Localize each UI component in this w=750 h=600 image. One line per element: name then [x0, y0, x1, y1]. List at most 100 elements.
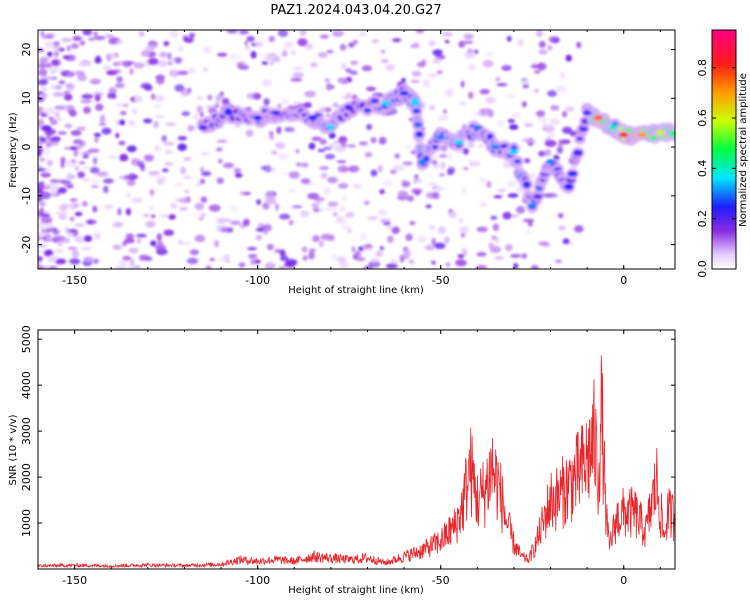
spectrogram-noise-cell: [47, 51, 53, 58]
colorbar-ticks: 0.0 0.2 0.4 0.6 0.8: [696, 59, 736, 278]
spectrogram-noise-cell: [80, 99, 93, 104]
spectrogram-noise-cell: [256, 199, 262, 206]
spectrogram-noise-cell: [38, 68, 48, 77]
spectrogram-noise-cell: [341, 63, 347, 70]
spectrogram-noise-cell: [255, 234, 263, 241]
spectrogram-noise-cell: [507, 193, 519, 198]
spectrogram-noise-cell: [163, 229, 175, 236]
spectrogram-noise-cell: [41, 92, 49, 99]
spectrogram-noise-cell: [250, 51, 257, 59]
spectrogram-noise-cell: [547, 133, 556, 137]
spectrogram-ridge-cell: [415, 131, 424, 138]
spectrogram-noise-cell: [238, 262, 246, 268]
spectrogram-noise-cell: [308, 142, 316, 150]
spectrogram-ridge-peak: [223, 110, 233, 116]
spectrogram-noise-cell: [377, 209, 388, 216]
colorbar-label: Normalized spectral amplitude: [738, 73, 749, 227]
spectrogram-noise-cell: [174, 57, 183, 64]
spectrogram-noise-cell: [138, 31, 145, 37]
spectrogram-noise-cell: [186, 257, 199, 265]
spectrogram-noise-cell: [263, 98, 270, 106]
spectrogram-ridge-peak: [410, 100, 420, 106]
spectrogram-noise-cell: [438, 153, 448, 158]
spectrogram-noise-cell: [460, 232, 466, 238]
spectrogram-noise-cell: [237, 65, 250, 70]
spectrogram-noise-cell: [385, 263, 398, 269]
spectrogram-noise-cell: [48, 183, 59, 192]
spectrogram-noise-cell: [69, 258, 81, 265]
spectrogram-noise-cell: [366, 216, 379, 220]
spectrogram-noise-cell: [351, 246, 356, 253]
spectrogram-noise-cell: [269, 61, 274, 66]
spectrogram-noise-cell: [38, 221, 46, 229]
spectrogram-noise-cell: [392, 38, 402, 43]
spectrogram-noise-cell: [257, 223, 265, 229]
spectrogram-noise-cell: [214, 239, 219, 248]
spectrogram-noise-cell: [74, 223, 86, 227]
spectrogram-noise-cell: [324, 107, 332, 113]
spectrogram-noise-cell: [380, 59, 389, 63]
spectrogram-noise-cell: [72, 36, 82, 41]
spectrogram-ridge-peak: [564, 183, 574, 189]
spectrogram-noise-cell: [50, 58, 62, 67]
spectrogram-noise-cell: [38, 147, 44, 155]
spectrogram-noise-cell: [180, 166, 187, 175]
snr-frame: [37, 329, 676, 570]
spectrogram-noise-cell: [354, 250, 362, 258]
spectrogram-noise-cell: [103, 66, 112, 71]
spectrogram-noise-cell: [509, 214, 520, 218]
spectrogram-noise-cell: [108, 155, 119, 160]
spectrogram-noise-cell: [156, 233, 162, 241]
spectrogram-noise-cell: [124, 238, 135, 244]
spectrogram-noise-cell: [262, 202, 270, 210]
spectrogram-noise-cell: [391, 226, 400, 234]
spectrogram-noise-cell: [444, 39, 450, 44]
spectrogram-noise-cell: [345, 68, 352, 73]
spectrogram-noise-cell: [214, 103, 220, 108]
spectrogram-noise-cell: [425, 204, 432, 209]
spectrogram-noise-cell: [480, 178, 485, 182]
spectrogram-noise-cell: [405, 233, 413, 241]
spectrogram-noise-cell: [332, 30, 344, 37]
spectrogram-noise-cell: [538, 40, 546, 49]
spectrogram-noise-cell: [480, 202, 488, 207]
spectrogram-noise-cell: [394, 153, 400, 159]
spectrogram-noise-cell: [386, 224, 393, 231]
spectrogram-noise-cell: [40, 31, 45, 36]
spectrogram-noise-cell: [358, 141, 369, 146]
spectrogram-noise-cell: [520, 80, 531, 85]
spectrogram-noise-cell: [150, 240, 157, 247]
spectrogram-noise-cell: [154, 144, 161, 152]
spectrogram-noise-cell: [193, 112, 198, 121]
spectrogram-noise-cell: [374, 250, 384, 257]
spectrogram-noise-cell: [327, 201, 339, 207]
spectrogram-noise-cell: [536, 62, 547, 71]
spectrogram-noise-cell: [188, 32, 196, 38]
spectrogram-noise-cell: [38, 256, 44, 262]
spectrogram-noise-cell: [288, 219, 294, 226]
spectrogram-noise-cell: [458, 101, 467, 106]
spectrogram-ridge-cell: [533, 193, 543, 200]
spectrogram-ridge-peak: [509, 149, 519, 155]
spectrogram-noise-cell: [62, 55, 70, 60]
spectrogram-noise-cell: [60, 156, 66, 165]
spectrogram-noise-cell: [379, 218, 391, 223]
spectrogram-noise-cell: [43, 107, 56, 115]
spectrogram-noise-cell: [445, 87, 454, 94]
spectrogram-noise-cell: [200, 171, 212, 177]
spectrogram-noise-cell: [377, 165, 383, 173]
spectrogram-noise-cell: [239, 30, 249, 35]
spectrogram-noise-cell: [226, 30, 238, 34]
spectrogram-ridge-peak: [436, 134, 446, 140]
spectrogram-noise-cell: [296, 162, 301, 167]
spectrogram-noise-cell: [66, 175, 76, 179]
spectrogram-noise-cell: [222, 162, 235, 169]
spectrogram-noise-cell: [38, 79, 49, 86]
spectrogram-noise-cell: [431, 237, 436, 246]
spectrogram-x-axis: -150 -100 -50 0: [37, 30, 661, 287]
spectrogram-noise-cell: [265, 196, 277, 205]
spectrogram-noise-cell: [183, 175, 191, 180]
spectrogram-noise-cell: [140, 50, 150, 57]
spectrogram-y-axis-label: Frequency (Hz): [8, 112, 19, 188]
spectrogram-noise-cell: [281, 99, 290, 105]
